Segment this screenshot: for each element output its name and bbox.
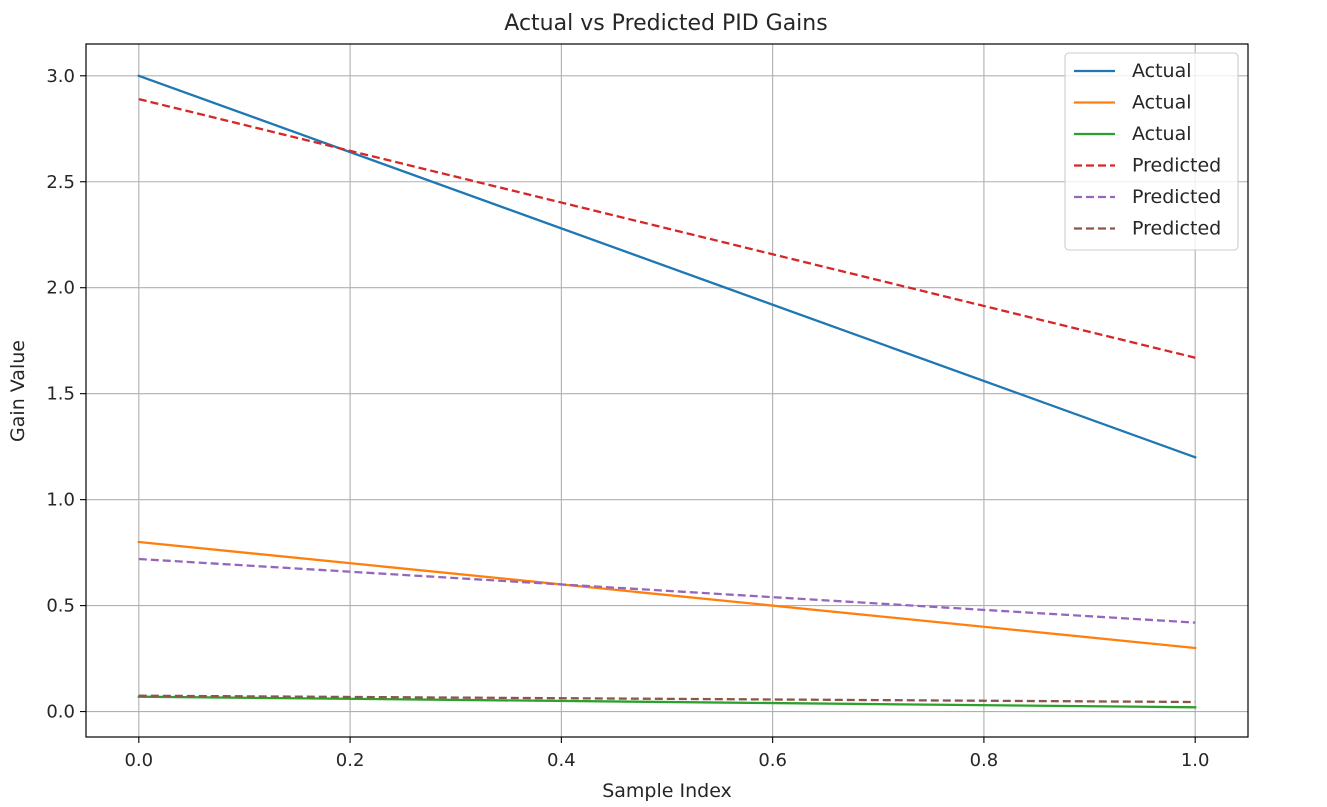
x-axis: 0.0 0.2 0.4 0.6 0.8 1.0 — [124, 737, 1210, 771]
legend-label: Predicted — [1132, 186, 1221, 208]
series-line-6-predicted — [138, 694, 1196, 704]
series-line-1-actual — [137, 74, 1197, 459]
x-tick-label: 0.6 — [758, 750, 787, 771]
y-tick-label: 1.5 — [46, 384, 75, 405]
series-line-2-actual — [137, 540, 1197, 650]
y-tick-label: 2.0 — [46, 278, 75, 299]
y-tick-label: 3.0 — [46, 66, 75, 87]
series-line-5-predicted — [138, 557, 1196, 624]
series-lines — [137, 74, 1197, 709]
y-tick-label: 0.5 — [46, 596, 75, 617]
y-axis-label: Gain Value — [7, 340, 29, 442]
legend-label: Predicted — [1132, 155, 1221, 177]
series-line-4-predicted — [138, 97, 1196, 359]
x-tick-label: 0.2 — [336, 750, 365, 771]
chart-title: Actual vs Predicted PID Gains — [504, 11, 827, 36]
legend-label: Actual — [1132, 123, 1192, 145]
y-tick-label: 2.5 — [46, 172, 75, 193]
x-tick-label: 0.0 — [124, 750, 153, 771]
legend-label: Predicted — [1132, 218, 1221, 240]
x-tick-label: 1.0 — [1181, 750, 1210, 771]
plot-frame — [85, 43, 1249, 738]
y-axis: 0.0 0.5 1.0 1.5 2.0 2.5 3.0 — [46, 66, 86, 723]
y-tick-label: 0.0 — [46, 702, 75, 723]
x-axis-label: Sample Index — [602, 780, 732, 802]
legend-label: Actual — [1132, 60, 1192, 82]
series-line-3-actual — [137, 695, 1197, 709]
legend: Actual Actual Actual Predicted Predicted Pred… — [1064, 52, 1239, 251]
legend-label: Actual — [1132, 92, 1192, 114]
x-tick-label: 0.8 — [970, 750, 999, 771]
y-tick-label: 1.0 — [46, 490, 75, 511]
x-tick-label: 0.4 — [547, 750, 576, 771]
grid — [86, 44, 1248, 737]
